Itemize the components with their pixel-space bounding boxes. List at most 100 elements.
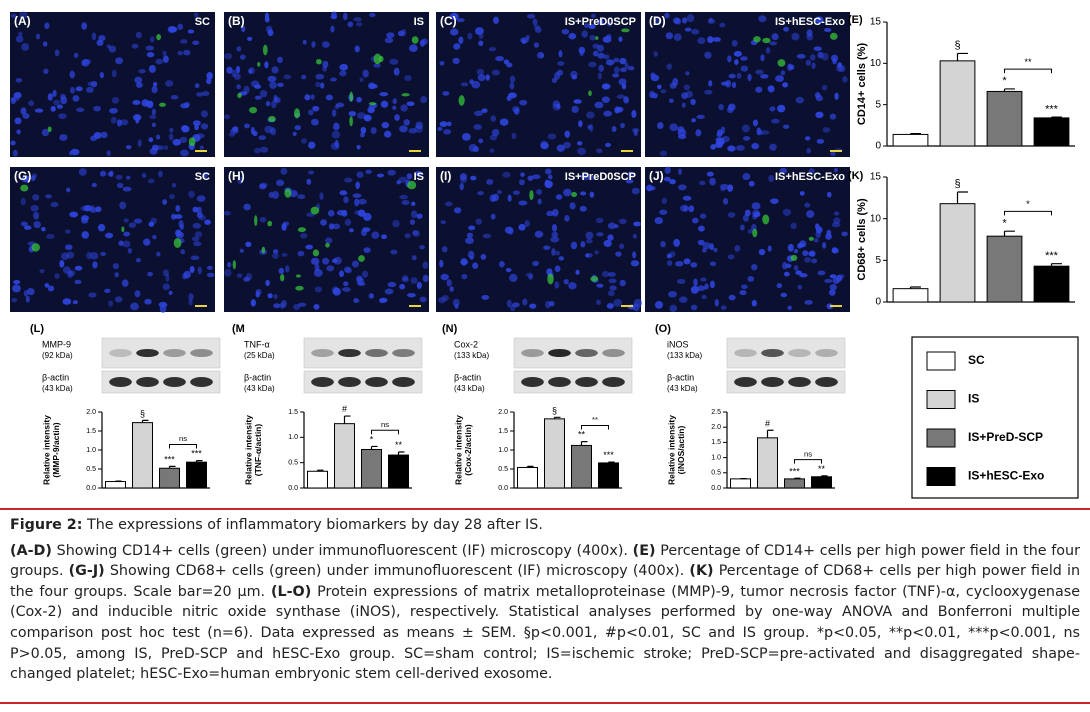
bar [939,203,976,303]
nucleus [315,73,325,80]
nucleus [264,61,269,69]
nucleus [330,15,338,20]
nucleus [368,83,378,89]
nucleus [830,151,836,157]
nucleus [811,258,818,264]
nucleus [392,105,397,111]
bar [544,418,565,489]
nucleus [69,211,79,218]
micrograph: (C) IS+PreD0SCP [436,12,641,157]
nucleus [799,273,808,278]
nucleus [241,25,246,33]
marker-cell [762,214,770,225]
nucleus [461,273,468,280]
panel-label: (L) [30,323,44,335]
nucleus [175,229,182,237]
nucleus [588,24,596,30]
nucleus [449,286,454,292]
blot-label: β-actin [244,372,271,382]
marker-cell [261,246,266,254]
nucleus [60,96,68,105]
nucleus [144,298,152,305]
nucleus [498,261,505,268]
nucleus [712,37,721,42]
nucleus [400,29,407,37]
marker-cell [349,116,353,127]
nucleus [789,64,795,70]
nucleus [586,111,595,119]
nucleus [245,241,252,248]
caption-ref: (G-J) [68,563,105,580]
nucleus [661,197,668,205]
y-tick-label: 1.5 [498,428,508,435]
nucleus [630,260,640,267]
nucleus [782,82,789,88]
y-tick-label: 0 [875,141,881,152]
nucleus [91,32,97,41]
nucleus [380,100,389,108]
nucleus [327,209,335,217]
marker-cell [262,44,268,56]
nucleus [701,294,707,300]
nucleus [677,184,687,191]
nucleus [353,297,358,303]
nucleus [138,69,146,74]
nucleus [594,250,599,255]
nucleus [99,71,104,79]
nucleus [281,252,288,257]
nucleus [321,41,330,48]
nucleus [768,174,775,183]
nucleus [22,113,30,119]
nucleus [782,208,792,216]
nucleus [558,50,563,58]
nucleus [387,281,397,288]
legend-label: IS+PreD-SCP [968,430,1043,444]
nucleus [486,179,494,185]
nucleus [815,230,822,239]
nucleus [297,194,306,200]
marker-cell [325,242,330,248]
nucleus [606,303,614,309]
marker-cell [188,137,196,147]
bar [811,476,832,489]
nucleus [472,262,479,269]
blot-label: β-actin [42,372,69,382]
nucleus [437,297,446,304]
nucleus [532,260,539,267]
nucleus [336,210,346,216]
nucleus [399,283,406,290]
nucleus [817,270,826,276]
nucleus [502,171,511,178]
nucleus [569,202,576,210]
nucleus [399,194,408,200]
nucleus [271,190,280,199]
nucleus [511,132,517,140]
nucleus [149,147,158,155]
nucleus [151,108,157,116]
nucleus [627,65,635,71]
nucleus [633,221,641,227]
nucleus [163,145,169,150]
nucleus [192,120,201,126]
bar [598,462,619,489]
nucleus [301,74,307,80]
bracket [1004,210,1052,216]
nucleus [568,32,577,40]
nucleus [548,301,555,307]
nucleus [148,137,154,143]
blot-band [190,349,213,357]
micrograph-label: (A) [14,14,31,28]
nucleus [499,118,509,126]
nucleus [180,149,189,157]
y-axis-label: Relative intensity [42,415,52,485]
significance-mark: # [765,418,770,428]
nucleus [833,167,839,173]
nucleus [685,90,693,98]
blot-band [788,377,811,387]
y-tick-label: 2.5 [711,409,721,416]
nucleus [613,298,622,307]
nucleus [787,305,792,310]
nucleus [357,198,367,205]
nucleus [580,191,587,196]
nucleus [769,106,776,112]
